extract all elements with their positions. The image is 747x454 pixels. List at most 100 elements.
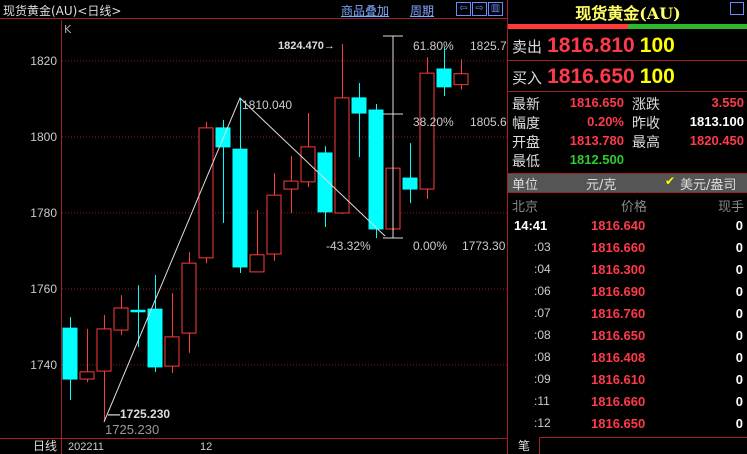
period-link[interactable]: 周期	[410, 4, 435, 18]
candle[interactable]	[147, 274, 163, 372]
tick-volume: 0	[735, 306, 743, 321]
candle[interactable]	[368, 103, 384, 239]
candle-body	[79, 371, 95, 380]
swing-label-1810: 1810.040	[242, 98, 292, 112]
stat-value: 1820.450	[689, 133, 744, 148]
candle[interactable]	[249, 209, 265, 273]
stat-label: 幅度	[512, 116, 540, 132]
candle[interactable]	[181, 252, 197, 353]
tick-time: :03	[534, 240, 551, 254]
volume-header: 现手	[717, 200, 744, 215]
candle-body	[419, 72, 435, 190]
tick-price: 1816.640	[591, 218, 646, 233]
y-tick-label: 1740	[30, 358, 57, 372]
candle-body	[368, 109, 384, 230]
candle[interactable]	[334, 44, 350, 215]
candle[interactable]	[266, 173, 282, 261]
tick-time: :06	[534, 284, 551, 298]
tick-row: :07 1816.760 0	[508, 306, 747, 328]
fib-pct-0: 0.00%	[413, 239, 447, 253]
candle[interactable]	[419, 57, 435, 199]
candle[interactable]	[351, 83, 367, 158]
tick-price: 1816.690	[591, 284, 646, 299]
tick-volume: 0	[735, 394, 743, 409]
quote-title-bar: 现货黄金(AU)	[508, 0, 747, 24]
ticks-list[interactable]: 14:41 1816.640 0:03 1816.660 0:04 1816.300 0:0…	[508, 218, 747, 438]
candle-body	[164, 336, 180, 367]
stat-label: 开盘	[512, 135, 540, 151]
overlay-commodity-link[interactable]: 商品叠加	[341, 4, 390, 18]
candle-body	[266, 194, 282, 255]
buy-sell-ratio-bar	[508, 24, 747, 29]
tick-time: :12	[534, 416, 551, 430]
buy-price: 1816.650	[547, 65, 635, 88]
tick-time: :04	[534, 262, 551, 276]
tick-price: 1816.760	[591, 306, 646, 321]
stat-value: 3.550	[711, 95, 744, 110]
tick-row: :11 1816.660 0	[508, 394, 747, 416]
candle[interactable]	[402, 143, 418, 204]
candle[interactable]	[130, 285, 146, 348]
unit-option-usd-oz[interactable]: 美元/盎司	[680, 178, 737, 193]
y-tick-label: 1800	[30, 130, 57, 144]
candle-body	[283, 180, 299, 190]
candle-body	[300, 146, 316, 183]
candle[interactable]	[79, 328, 95, 383]
unit-row: 单位 元/克 ✔ 美元/盎司	[508, 173, 747, 193]
candle[interactable]	[453, 59, 469, 90]
check-icon: ✔	[665, 174, 676, 188]
candle[interactable]	[317, 146, 333, 228]
candle-body	[96, 328, 112, 372]
arrow-left-icon[interactable]: ⇦	[456, 2, 471, 16]
sell-label: 卖出	[512, 38, 543, 56]
tick-time: :07	[534, 306, 551, 320]
stat-value: 1812.500	[569, 152, 624, 167]
tick-price: 1816.300	[591, 262, 646, 277]
buy-volume: 100	[639, 65, 675, 88]
candle[interactable]	[232, 98, 248, 274]
unit-label: 单位	[512, 178, 539, 193]
ratio-bar-fill	[508, 24, 628, 29]
tick-row: :04 1816.300 0	[508, 262, 747, 284]
candle[interactable]	[62, 317, 78, 400]
ticks-header: 北京 价格 现手	[508, 196, 747, 216]
candle[interactable]	[215, 119, 231, 223]
fibonacci-tool[interactable]	[383, 35, 403, 239]
candlestick-chart[interactable]: 1740 1760 1780 1800 1820 K 61.80% 1825.7 38.…	[0, 20, 507, 454]
fib-value-382: 1805.6	[470, 115, 507, 129]
tick-volume: 0	[735, 284, 743, 299]
tick-price: 1816.660	[591, 394, 646, 409]
stat-label: 涨跌	[632, 97, 660, 113]
stat-label: 最低	[512, 154, 540, 170]
candle[interactable]	[283, 156, 299, 213]
y-tick-label: 1760	[30, 282, 57, 296]
tick-price: 1816.408	[591, 350, 646, 365]
unit-option-cny-gram[interactable]: 元/克	[586, 178, 617, 193]
period-label: 日线	[33, 439, 57, 453]
tick-time: 14:41	[514, 218, 548, 233]
low-label-bold: —1725.230	[108, 407, 170, 421]
tick-row: :08 1816.408 0	[508, 350, 747, 372]
candle[interactable]	[164, 293, 180, 373]
tick-price: 1816.650	[591, 328, 646, 343]
candle-body	[198, 127, 214, 259]
candle[interactable]	[113, 295, 129, 335]
quote-panel: 现货黄金(AU) 卖出 1816.810 100 买入 1816.650 100…	[507, 0, 747, 454]
tick-volume: 0	[735, 372, 743, 387]
price-header: 价格	[621, 200, 648, 215]
candle-body	[147, 308, 163, 368]
arrow-right-icon[interactable]: ⇨	[472, 2, 487, 16]
fib-pct-618: 61.80%	[413, 39, 454, 53]
maximize-icon[interactable]	[730, 2, 744, 15]
tick-volume: 0	[735, 240, 743, 255]
candle[interactable]	[436, 46, 452, 96]
candle[interactable]	[96, 314, 112, 422]
panel-toggle-icon[interactable]: ▥	[488, 2, 503, 16]
candle[interactable]	[198, 121, 214, 264]
tab-trades[interactable]: 笔	[508, 437, 540, 454]
fib-pct-neg: -43.32%	[326, 239, 371, 253]
candle-body	[232, 148, 248, 268]
sell-volume: 100	[639, 34, 675, 57]
buy-label: 买入	[512, 69, 543, 87]
candle[interactable]	[300, 113, 316, 188]
